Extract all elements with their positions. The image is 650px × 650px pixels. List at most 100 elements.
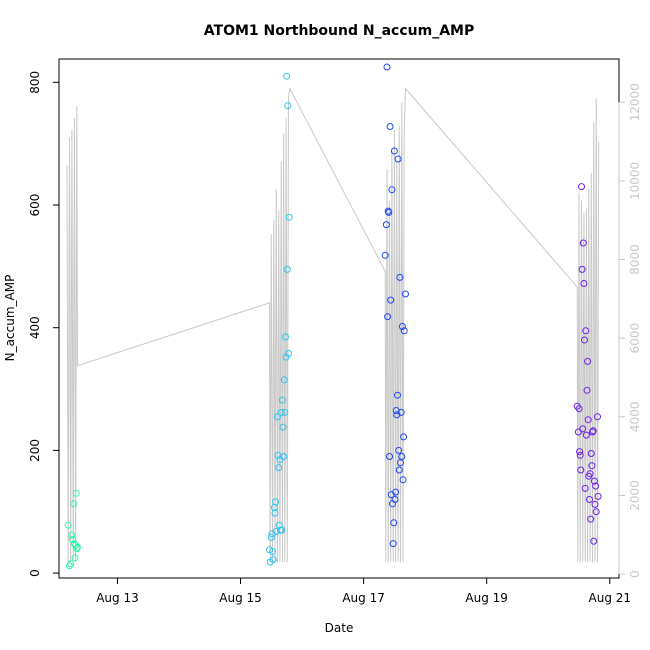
- data-point: [70, 500, 78, 508]
- y-tick-label: 0: [28, 569, 42, 577]
- data-point: [576, 451, 584, 459]
- data-point: [74, 543, 81, 551]
- plot-frame: [58, 58, 620, 579]
- data-point: [592, 482, 600, 490]
- data-point: [384, 313, 392, 321]
- data-point: [71, 554, 79, 562]
- data-point: [285, 213, 293, 221]
- data-point: [282, 333, 289, 341]
- secondary-series-layer: [66, 86, 600, 563]
- data-point: [383, 63, 391, 71]
- data-point: [394, 391, 401, 399]
- data-point: [580, 280, 588, 287]
- data-point: [590, 537, 598, 545]
- data-point: [386, 453, 393, 460]
- data-point: [589, 428, 596, 436]
- data-point: [396, 273, 404, 281]
- data-point: [581, 484, 589, 492]
- y2-tick-label: 10000: [628, 162, 642, 200]
- data-point: [284, 102, 292, 110]
- data-point: [391, 496, 399, 503]
- data-point: [390, 147, 398, 155]
- data-point: [575, 405, 583, 413]
- data-point: [64, 521, 72, 529]
- chart-title: ATOM1 Northbound N_accum_AMP: [204, 23, 474, 39]
- data-point: [385, 208, 393, 216]
- data-point: [382, 221, 390, 229]
- data-point: [579, 425, 587, 433]
- data-point: [282, 353, 290, 361]
- data-point: [66, 562, 73, 570]
- data-point: [579, 239, 587, 247]
- data-point: [280, 453, 288, 460]
- points-layer: [64, 63, 602, 570]
- data-point: [400, 327, 408, 335]
- y2-tick-label: 12000: [628, 83, 642, 121]
- data-point: [387, 296, 395, 304]
- y-axis-label: N_accum_AMP: [3, 275, 17, 362]
- y-tick-label: 400: [28, 316, 42, 339]
- data-point: [271, 509, 279, 517]
- data-point: [69, 535, 76, 543]
- data-point: [72, 489, 80, 497]
- y2-tick-label: 0: [628, 570, 642, 578]
- data-point: [594, 413, 601, 421]
- data-point: [582, 431, 590, 439]
- y2-tick-label: 2000: [628, 480, 642, 511]
- x-axis: Aug 13 Aug 15 Aug 17 Aug 19 Aug 21: [96, 577, 631, 605]
- data-point: [581, 336, 588, 344]
- y2-tick-label: 4000: [628, 402, 642, 433]
- data-point: [578, 183, 585, 191]
- data-point: [392, 488, 400, 496]
- y-tick-label: 200: [28, 439, 42, 462]
- data-point: [389, 540, 397, 548]
- data-point: [285, 350, 292, 357]
- data-point: [583, 386, 591, 394]
- y2-tick-label: 8000: [628, 244, 642, 275]
- data-point: [578, 265, 586, 273]
- x-tick-label: Aug 15: [219, 591, 262, 605]
- data-point: [269, 556, 277, 564]
- data-point: [586, 470, 594, 478]
- data-point: [279, 423, 287, 431]
- x-tick-label: Aug 19: [465, 591, 508, 605]
- data-point: [399, 476, 407, 484]
- data-point: [278, 526, 286, 534]
- data-point: [394, 155, 402, 163]
- data-point: [594, 492, 602, 500]
- data-point: [386, 123, 394, 130]
- data-point: [398, 323, 406, 330]
- y-tick-label: 600: [28, 194, 42, 217]
- data-point: [269, 548, 276, 556]
- data-point: [267, 534, 275, 541]
- secondary-series-line: [66, 86, 600, 563]
- y2-tick-label: 6000: [628, 323, 642, 354]
- data-point: [584, 416, 592, 424]
- data-point: [395, 446, 403, 454]
- data-point: [592, 508, 600, 516]
- data-point: [280, 376, 288, 384]
- data-point: [275, 464, 283, 472]
- y-axis: 0 200 400 600 800: [28, 71, 60, 577]
- data-point: [584, 357, 592, 365]
- data-point: [272, 498, 280, 506]
- data-point: [589, 427, 597, 435]
- x-tick-label: Aug 13: [96, 591, 139, 605]
- x-axis-label: Date: [325, 621, 354, 635]
- data-point: [398, 453, 406, 460]
- data-point: [395, 466, 403, 474]
- data-point: [397, 408, 405, 416]
- data-point: [283, 72, 291, 80]
- data-point: [590, 477, 598, 485]
- y2-axis: 0 2000 4000 6000 8000 10000 12000: [618, 83, 642, 578]
- data-point: [381, 251, 389, 259]
- data-point: [67, 560, 75, 568]
- data-point: [586, 496, 593, 503]
- data-point: [577, 466, 585, 474]
- data-point: [582, 327, 590, 335]
- data-point: [283, 265, 291, 273]
- data-point: [591, 500, 599, 508]
- data-point: [388, 186, 396, 194]
- data-point: [587, 515, 595, 523]
